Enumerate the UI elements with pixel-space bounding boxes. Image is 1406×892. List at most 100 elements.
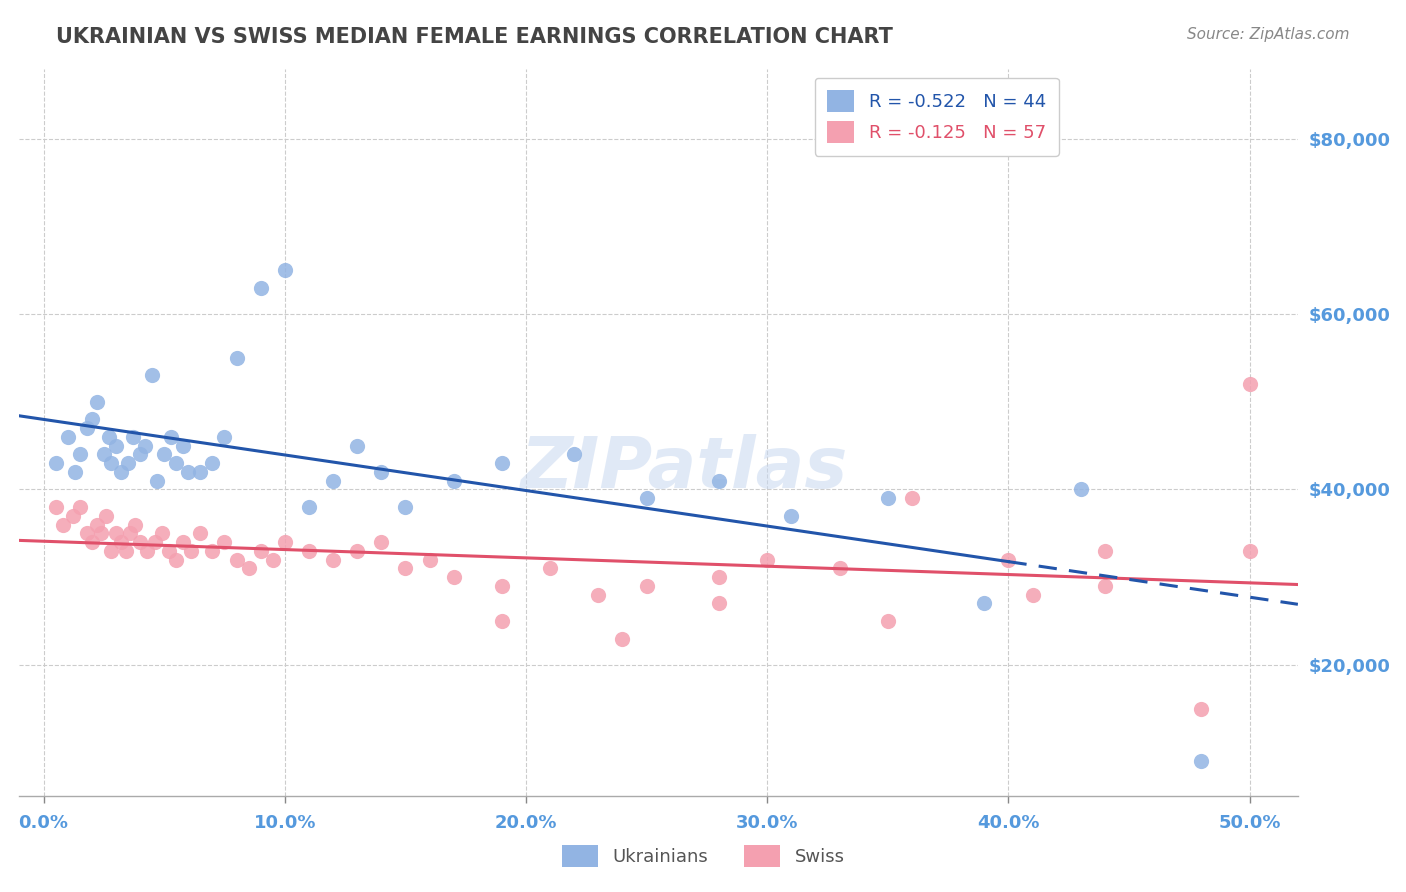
Point [172,439,194,453]
Point [141,368,163,383]
Point [780,508,803,523]
Point [1021,588,1043,602]
Point [707,596,730,610]
Point [165,552,187,566]
Point [134,439,156,453]
Point [214,430,236,444]
Point [588,588,610,602]
Point [370,535,392,549]
Point [1189,701,1212,715]
Point [114,544,136,558]
Point [177,465,200,479]
Point [249,544,271,558]
Point [394,500,416,514]
Point [104,526,127,541]
Point [1239,377,1261,392]
Point [214,535,236,549]
Point [100,456,122,470]
Point [322,474,344,488]
Point [146,474,169,488]
Point [1094,579,1116,593]
Point [636,579,658,593]
Point [52,517,75,532]
Point [274,535,297,549]
Point [707,570,730,584]
Point [1070,483,1092,497]
Point [238,561,260,575]
Point [45,500,67,514]
Legend: Ukrainians, Swiss: Ukrainians, Swiss [554,838,852,874]
Point [225,351,247,365]
Point [491,456,513,470]
Point [124,517,146,532]
Point [86,517,108,532]
Point [129,447,152,461]
Point [636,491,658,506]
Point [120,526,142,541]
Point [1189,754,1212,768]
Point [110,535,132,549]
Point [201,544,224,558]
Point [80,535,103,549]
Point [117,456,139,470]
Point [80,412,103,426]
Point [298,544,321,558]
Point [96,508,118,523]
Point [370,465,392,479]
Point [110,465,132,479]
Legend: R = -0.522   N = 44, R = -0.125   N = 57: R = -0.522 N = 44, R = -0.125 N = 57 [814,78,1059,156]
Point [180,544,202,558]
Point [100,544,122,558]
Point [443,570,465,584]
Point [828,561,851,575]
Point [93,447,115,461]
Point [104,439,127,453]
Point [612,632,634,646]
Point [76,526,98,541]
Point [346,439,368,453]
Point [153,447,176,461]
Point [346,544,368,558]
Point [876,491,898,506]
Point [262,552,284,566]
Text: Source: ZipAtlas.com: Source: ZipAtlas.com [1187,27,1350,42]
Point [491,579,513,593]
Point [274,263,297,277]
Point [136,544,159,558]
Point [129,535,152,549]
Point [562,447,585,461]
Point [160,430,183,444]
Point [538,561,561,575]
Point [63,465,86,479]
Point [997,552,1019,566]
Point [86,394,108,409]
Point [298,500,321,514]
Point [249,281,271,295]
Point [143,535,166,549]
Point [707,474,730,488]
Point [876,614,898,628]
Point [76,421,98,435]
Point [56,430,79,444]
Point [165,456,187,470]
Point [69,500,91,514]
Point [172,535,194,549]
Point [188,465,211,479]
Point [973,596,995,610]
Point [322,552,344,566]
Point [1094,544,1116,558]
Point [157,544,180,558]
Point [394,561,416,575]
Point [62,508,84,523]
Point [90,526,112,541]
Point [69,447,91,461]
Point [45,456,67,470]
Text: ZIPatlas: ZIPatlas [520,434,848,503]
Point [1239,544,1261,558]
Point [491,614,513,628]
Point [901,491,924,506]
Point [121,430,143,444]
Point [201,456,224,470]
Point [756,552,779,566]
Point [150,526,173,541]
